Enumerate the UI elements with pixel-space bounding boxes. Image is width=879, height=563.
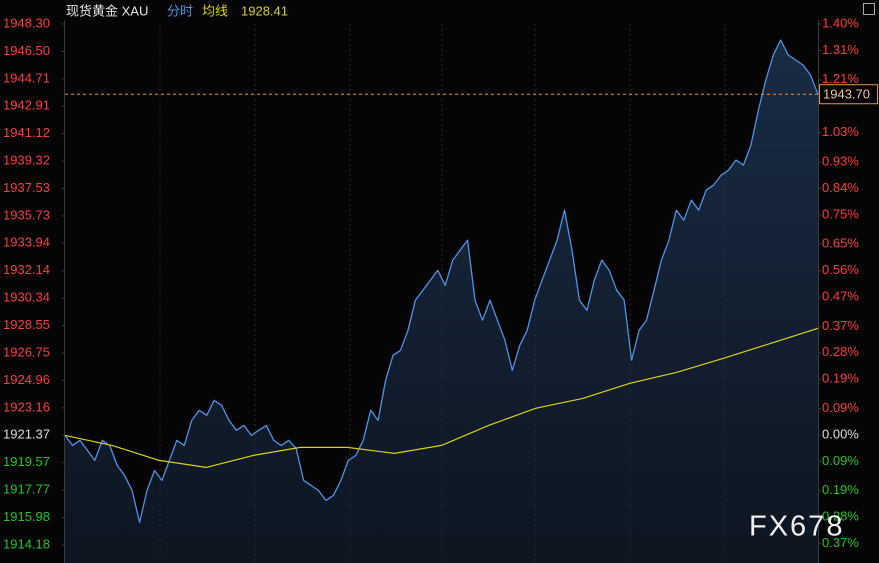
y-tick-label: 1932.14 [3,262,50,277]
y2-tick-label: 0.93% [822,153,859,168]
y2-tick-label: 0.28% [822,509,859,524]
y2-tick-label: 0.56% [822,262,859,277]
y2-tick-label: 0.37% [822,318,859,333]
y2-tick-label: 0.65% [822,236,859,251]
y2-tick-label: 1.40% [822,15,859,30]
last-price-label: 1943.70 [823,87,870,102]
y-tick-label: 1919.57 [3,454,50,469]
symbol: 现货黄金 XAU [66,3,148,18]
y-tick-label: 1933.94 [3,235,50,250]
y-tick-label: 1948.30 [3,15,50,30]
y-tick-label: 1946.50 [3,43,50,58]
y2-tick-label: 0.75% [822,206,859,221]
y2-tick-label: 0.19% [822,371,859,386]
y2-tick-label: 0.09% [822,400,859,415]
y2-tick-label: 0.47% [822,288,859,303]
y2-tick-label: 1.31% [822,42,859,57]
line-series [64,327,819,468]
y-tick-label: 1944.71 [3,70,50,85]
y2-tick-label: 0.28% [822,344,859,359]
corner-icon[interactable] [863,3,875,15]
y-tick-label: 1917.77 [3,482,50,497]
y2-tick-label: 1.03% [822,124,859,139]
area [65,40,818,563]
y-tick-label: 1942.91 [3,98,50,113]
y-tick-label: 1941.12 [3,125,50,140]
y-tick-label: 1923.16 [3,399,50,414]
y2-tick-label: 0.00% [822,426,859,441]
y2-tick-label: 0.37% [822,535,859,550]
y-tick-label: 1930.34 [3,290,50,305]
y-tick-label: 1928.55 [3,317,50,332]
y-tick-label: 1914.18 [3,536,50,551]
y-tick-label: 1939.32 [3,153,50,168]
y-tick-label: 1937.53 [3,180,50,195]
y-tick-label: 1935.73 [3,207,50,222]
y-tick-label: 1915.98 [3,509,50,524]
y-tick-label: 1921.37 [3,427,50,442]
avg-value: 1928.41 [241,3,288,18]
y-tick-label: 1926.75 [3,344,50,359]
y2-tick-label: 0.19% [822,482,859,497]
y2-tick-label: 0.09% [822,453,859,468]
mode: 分时 [167,3,193,18]
line-series [64,39,819,524]
y2-tick-label: 0.84% [822,180,859,195]
y-tick-label: 1924.96 [3,372,50,387]
watermark: FX678 [749,511,844,543]
last-price-box [819,84,878,105]
avg-label: 均线 [202,3,228,18]
y2-tick-label: 1.21% [822,71,859,86]
